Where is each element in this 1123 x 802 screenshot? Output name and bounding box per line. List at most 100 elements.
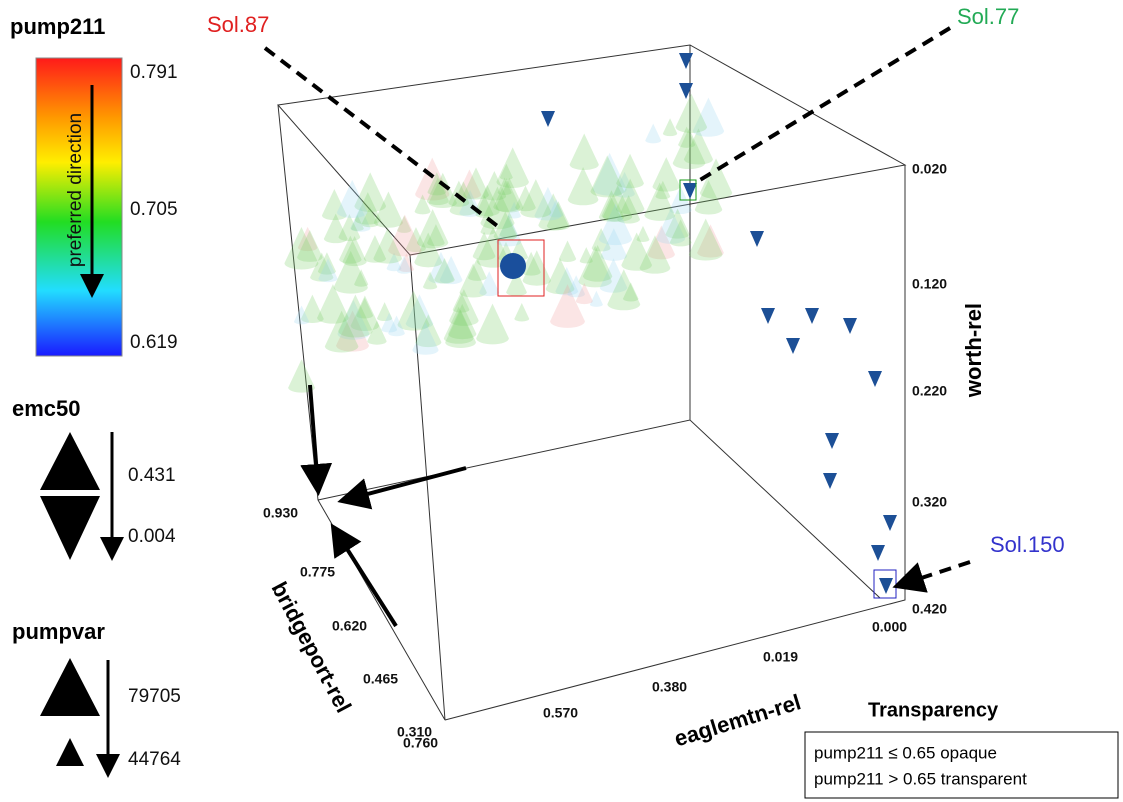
glyph — [412, 322, 439, 355]
glyph — [761, 308, 775, 324]
glyph — [636, 225, 650, 242]
glyph — [496, 147, 529, 188]
glyph — [514, 302, 530, 322]
glyph — [750, 231, 764, 247]
glyph — [457, 169, 482, 199]
legend-max: 0.431 — [128, 465, 176, 486]
glyph — [575, 282, 593, 305]
glyph — [323, 213, 348, 244]
glyph — [339, 235, 362, 264]
glyph — [310, 252, 334, 282]
legend-mid: 0.705 — [130, 199, 178, 220]
glyph — [520, 179, 552, 218]
glyph — [495, 177, 524, 213]
arrow — [330, 523, 398, 628]
glyph — [672, 128, 706, 170]
glyph — [415, 314, 442, 348]
glyph — [416, 209, 449, 249]
glyph — [423, 271, 438, 290]
glyph — [591, 228, 611, 252]
glyph — [602, 185, 633, 222]
glyph — [655, 180, 671, 200]
glyph — [579, 247, 593, 264]
glyph — [644, 182, 676, 221]
glyph — [386, 252, 402, 272]
glyph — [823, 473, 837, 489]
glyph — [500, 253, 526, 279]
glyph — [337, 299, 370, 340]
glyph — [647, 225, 675, 260]
tick-label: 0.570 — [543, 705, 578, 721]
glyph — [614, 171, 635, 198]
glyph — [476, 226, 510, 268]
glyph — [600, 228, 627, 261]
glyph — [598, 203, 633, 246]
glyph — [354, 172, 387, 212]
glyph — [639, 235, 671, 274]
glyph — [350, 206, 371, 232]
glyph — [496, 214, 522, 247]
box-title: Transparency — [868, 699, 999, 721]
glyph — [388, 315, 405, 337]
legend-min: 0.619 — [130, 332, 178, 353]
glyph — [388, 214, 422, 257]
glyph — [414, 194, 431, 215]
tick-label: 0.380 — [652, 679, 687, 695]
glyph — [377, 302, 393, 322]
glyph — [414, 232, 443, 268]
glyph — [589, 290, 603, 307]
tick-label: 0.930 — [263, 505, 298, 521]
glyph — [397, 215, 412, 233]
glyph — [868, 371, 882, 387]
glyph — [623, 282, 639, 302]
legend-min: 44764 — [128, 749, 181, 770]
glyph — [297, 226, 318, 252]
tick-label: 0.220 — [912, 383, 947, 399]
glyph — [476, 303, 509, 345]
glyph — [592, 152, 627, 196]
glyph — [428, 251, 454, 284]
box-row: pump211 ≤ 0.65 opaque — [814, 743, 997, 762]
box-row: pump211 > 0.65 transparent — [814, 769, 1027, 788]
glyph — [871, 545, 885, 561]
glyph — [521, 251, 541, 276]
glyph — [479, 271, 500, 297]
legend-max: 79705 — [128, 686, 181, 707]
legend-title: pump211 — [10, 14, 105, 39]
glyph — [415, 157, 450, 201]
tick-label: 0.310 — [397, 724, 432, 740]
glyph — [621, 232, 652, 271]
glyph — [318, 258, 338, 283]
glyph — [545, 258, 575, 295]
glyph — [499, 215, 518, 238]
glyph — [474, 184, 500, 217]
glyph — [373, 227, 402, 264]
glyph — [381, 312, 398, 333]
glyph — [367, 320, 387, 345]
glyph — [493, 178, 521, 212]
glyph — [482, 170, 507, 201]
glyph — [301, 294, 324, 323]
glyph — [468, 257, 487, 281]
glyph — [615, 178, 645, 215]
glyph — [567, 166, 599, 206]
glyph — [617, 195, 640, 224]
tick-label: 0.775 — [300, 564, 335, 580]
glyph — [373, 191, 403, 228]
glyph — [683, 128, 713, 165]
glyph — [405, 227, 426, 253]
glyph — [324, 310, 359, 353]
glyph — [463, 167, 489, 200]
legend-min: 0.004 — [128, 526, 176, 547]
legend-title: pumpvar — [12, 619, 105, 644]
cube — [277, 44, 907, 721]
glyph — [616, 153, 644, 189]
glyph — [363, 235, 386, 263]
axis-label: eaglemtn-rel — [671, 689, 803, 751]
arrow — [337, 466, 467, 510]
box — [804, 731, 1119, 799]
glyph — [679, 53, 693, 69]
glyph — [541, 111, 555, 127]
glyph — [786, 338, 800, 354]
